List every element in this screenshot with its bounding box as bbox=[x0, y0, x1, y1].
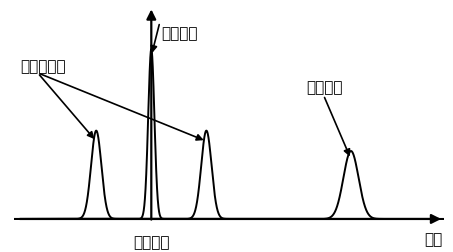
Text: 瑞利散射: 瑞利散射 bbox=[162, 26, 198, 41]
Text: 波长: 波长 bbox=[424, 231, 442, 246]
Text: 布里渊散射: 布里渊散射 bbox=[20, 59, 66, 74]
Text: 中心波长: 中心波长 bbox=[133, 234, 169, 249]
Text: 拉曼散射: 拉曼散射 bbox=[306, 80, 343, 94]
